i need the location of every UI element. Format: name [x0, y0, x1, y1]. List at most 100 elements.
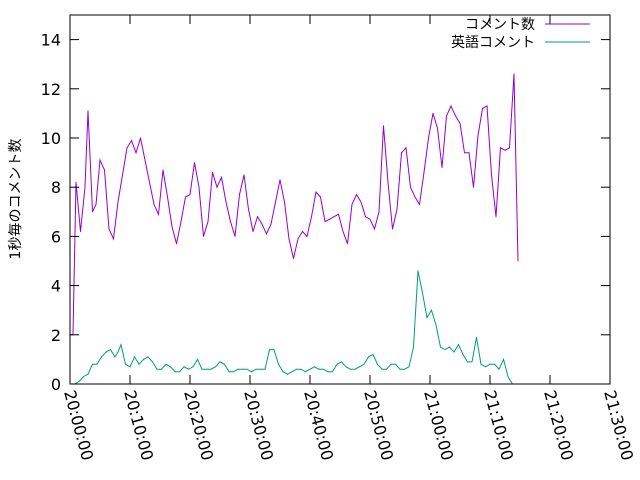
data-point [108, 228, 110, 230]
data-point [95, 203, 97, 205]
data-point [441, 167, 443, 168]
data-point [477, 135, 479, 136]
data-point [210, 368, 212, 370]
data-point [243, 174, 245, 176]
data-point [80, 231, 81, 232]
data-point [83, 376, 84, 378]
data-point [140, 137, 141, 139]
data-point [162, 169, 164, 171]
data-point [129, 366, 131, 368]
data-point [476, 336, 477, 338]
data-point [302, 231, 303, 232]
data-point [314, 366, 315, 368]
data-point [233, 371, 234, 373]
data-point [104, 169, 105, 171]
data-point [462, 354, 464, 355]
data-point [517, 260, 519, 262]
series-group [69, 73, 519, 385]
data-point [125, 363, 126, 365]
data-point [260, 368, 261, 370]
data-point [242, 368, 243, 370]
x-tick-label: 21:10:00 [480, 388, 517, 462]
data-point [332, 371, 333, 373]
data-point [350, 368, 351, 370]
data-point [84, 186, 86, 188]
data-point [131, 140, 132, 141]
data-point [458, 344, 459, 346]
data-point [99, 159, 101, 161]
data-point [92, 211, 93, 213]
y-tick-label: 14 [41, 31, 61, 50]
data-point [201, 368, 203, 370]
data-point [354, 368, 356, 370]
data-point [489, 363, 491, 365]
x-tick-label: 21:00:00 [420, 388, 457, 462]
series-line-1 [70, 73, 519, 336]
data-point [491, 174, 492, 176]
x-axis-ticks: 20:00:00 20:10:00 20:20:00 20:30:00 20:40:00… [60, 15, 637, 462]
data-point [417, 270, 419, 272]
data-point [171, 226, 173, 228]
data-point [192, 366, 194, 368]
data-point [404, 368, 405, 370]
data-point [449, 346, 450, 348]
data-point [323, 368, 324, 370]
data-point [147, 356, 149, 358]
data-point [345, 366, 347, 368]
data-point [170, 366, 171, 368]
data-point [324, 221, 326, 223]
data-point [135, 152, 137, 154]
data-point [513, 73, 515, 75]
data-point [473, 186, 474, 188]
data-point [378, 211, 380, 213]
data-point [255, 368, 257, 370]
data-point [327, 371, 329, 373]
plot-area: 0 2 4 6 8 10 12 14 20:00:00 20:10:00 20:20:00 20:3… [41, 14, 637, 462]
data-point [92, 363, 93, 365]
data-point [278, 363, 279, 365]
series-line-2 [70, 270, 518, 385]
data-point [320, 196, 321, 198]
data-point [264, 368, 266, 370]
data-point [224, 363, 225, 365]
data-point [444, 349, 446, 351]
data-point [215, 366, 216, 368]
data-point [120, 344, 122, 346]
data-point [87, 110, 89, 112]
data-point [194, 162, 195, 164]
data-point [198, 186, 200, 188]
data-point [126, 147, 128, 149]
data-point [165, 363, 167, 365]
data-point [117, 201, 119, 203]
data-point [309, 368, 311, 370]
data-point [500, 147, 501, 149]
data-point [237, 368, 239, 370]
data-point [446, 115, 447, 117]
x-tick-label: 20:40:00 [300, 388, 337, 462]
data-point [161, 368, 162, 370]
data-point [455, 115, 456, 117]
data-point [459, 122, 461, 124]
data-point [396, 208, 398, 210]
data-point [188, 368, 189, 370]
data-point [279, 179, 281, 181]
data-point [432, 112, 434, 114]
data-point [297, 238, 299, 240]
data-point [287, 373, 288, 375]
data-point [228, 371, 230, 373]
data-point [408, 366, 410, 368]
data-point [152, 361, 153, 363]
x-tick-label: 21:20:00 [540, 388, 577, 462]
data-point [75, 181, 77, 183]
y-tick-label: 8 [51, 178, 61, 197]
data-point [423, 171, 425, 173]
data-point [336, 363, 338, 365]
data-point [288, 238, 290, 240]
data-point [374, 228, 375, 230]
data-point [383, 125, 384, 127]
x-tick-label: 20:30:00 [240, 388, 277, 462]
data-point [246, 368, 248, 370]
data-point [405, 147, 407, 149]
